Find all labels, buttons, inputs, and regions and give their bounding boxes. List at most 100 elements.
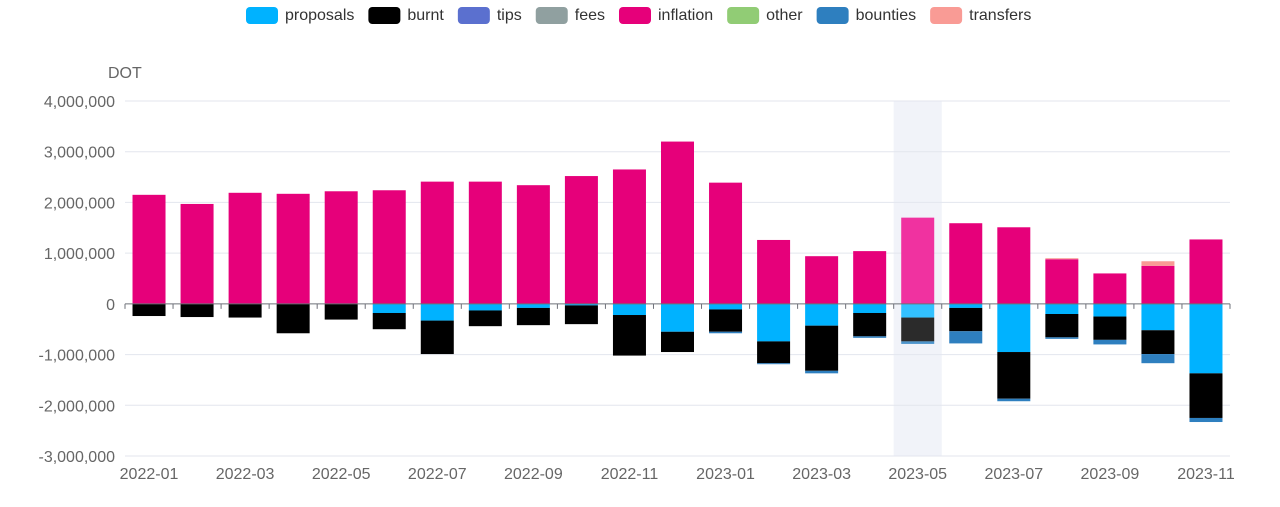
bar-inflation-2022-06[interactable] <box>372 190 406 304</box>
bar-proposals-2023-07[interactable] <box>997 303 1031 353</box>
bar-proposals-2023-11[interactable] <box>1189 303 1223 374</box>
bar-proposals-2022-12[interactable] <box>661 303 694 332</box>
bar-inflation-2023-08[interactable] <box>1045 259 1079 304</box>
bar-group-2022-11[interactable] <box>612 169 646 356</box>
bar-proposals-2023-09[interactable] <box>1093 303 1127 317</box>
bar-burnt-2022-04[interactable] <box>276 303 310 334</box>
bar-group-2023-05[interactable] <box>901 217 935 344</box>
bar-bounties-2023-01[interactable] <box>709 331 743 334</box>
bar-proposals-2022-08[interactable] <box>468 303 502 311</box>
bar-proposals-2022-06[interactable] <box>372 303 406 313</box>
bar-burnt-2023-04[interactable] <box>853 312 887 337</box>
bar-group-2022-12[interactable] <box>661 141 694 353</box>
bar-proposals-2022-10[interactable] <box>564 303 598 306</box>
bar-proposals-2023-10[interactable] <box>1141 303 1175 331</box>
bar-group-2022-08[interactable] <box>468 181 502 327</box>
bar-bounties-2023-08[interactable] <box>1045 337 1079 339</box>
bar-group-2023-06[interactable] <box>949 223 983 344</box>
legend-item-bounties[interactable]: bounties <box>816 7 917 24</box>
bar-group-2022-07[interactable] <box>420 181 454 355</box>
bar-inflation-2023-06[interactable] <box>949 223 983 304</box>
bar-bounties-2023-07[interactable] <box>997 398 1031 402</box>
bar-inflation-2023-07[interactable] <box>997 227 1031 304</box>
bar-group-2023-08[interactable] <box>1045 258 1079 339</box>
bar-inflation-2023-10[interactable] <box>1141 265 1175 304</box>
bar-proposals-2023-06[interactable] <box>949 303 983 308</box>
bar-proposals-2022-09[interactable] <box>516 303 550 308</box>
bar-burnt-2023-02[interactable] <box>757 341 791 364</box>
bar-burnt-2022-10[interactable] <box>564 305 598 325</box>
legend-item-fees[interactable]: fees <box>535 7 605 24</box>
bar-inflation-2022-07[interactable] <box>420 181 454 304</box>
bar-group-2022-01[interactable] <box>132 194 166 317</box>
bar-burnt-2022-11[interactable] <box>612 315 646 356</box>
bar-inflation-2022-05[interactable] <box>324 191 358 304</box>
bar-bounties-2023-03[interactable] <box>805 370 839 374</box>
bar-group-2022-02[interactable] <box>180 203 214 318</box>
legend-item-burnt[interactable]: burnt <box>368 7 444 24</box>
bar-proposals-2023-03[interactable] <box>805 303 839 326</box>
bar-inflation-2022-09[interactable] <box>516 185 550 304</box>
bar-proposals-2022-11[interactable] <box>612 303 646 316</box>
bar-group-2022-09[interactable] <box>516 185 550 326</box>
bar-inflation-2022-01[interactable] <box>132 194 166 304</box>
bar-burnt-2023-07[interactable] <box>997 352 1031 399</box>
bar-group-2023-09[interactable] <box>1093 273 1127 345</box>
bar-group-2023-04[interactable] <box>853 251 887 338</box>
bar-proposals-2023-05[interactable] <box>901 303 935 318</box>
bar-inflation-2022-02[interactable] <box>180 203 214 304</box>
bar-burnt-2023-03[interactable] <box>805 325 839 371</box>
bar-burnt-2023-08[interactable] <box>1045 314 1079 338</box>
bar-inflation-2022-04[interactable] <box>276 193 310 304</box>
bar-proposals-2023-01[interactable] <box>709 303 743 310</box>
bar-burnt-2023-11[interactable] <box>1189 373 1223 418</box>
bar-group-2023-03[interactable] <box>805 256 839 374</box>
bar-inflation-2022-03[interactable] <box>228 192 262 304</box>
bar-burnt-2022-02[interactable] <box>180 303 214 318</box>
bar-burnt-2023-05[interactable] <box>901 317 935 342</box>
bar-burnt-2022-09[interactable] <box>516 307 550 326</box>
bar-group-2022-04[interactable] <box>276 193 310 334</box>
bar-inflation-2023-09[interactable] <box>1093 273 1127 304</box>
legend-item-inflation[interactable]: inflation <box>619 7 713 24</box>
bar-proposals-2022-07[interactable] <box>420 303 454 321</box>
bar-burnt-2022-01[interactable] <box>132 303 166 317</box>
bar-group-2023-07[interactable] <box>997 227 1031 402</box>
bar-transfers-2023-08[interactable] <box>1045 258 1079 260</box>
bar-bounties-2023-05[interactable] <box>901 341 935 344</box>
bar-inflation-2023-04[interactable] <box>853 251 887 304</box>
bar-burnt-2022-12[interactable] <box>661 331 694 353</box>
bar-group-2022-05[interactable] <box>324 191 358 320</box>
legend-item-proposals[interactable]: proposals <box>246 7 354 24</box>
bar-group-2022-06[interactable] <box>372 190 406 330</box>
bar-bounties-2023-02[interactable] <box>757 363 791 365</box>
bar-inflation-2023-03[interactable] <box>805 256 839 304</box>
bar-burnt-2023-01[interactable] <box>709 309 743 332</box>
bar-bounties-2023-11[interactable] <box>1189 417 1223 423</box>
legend-item-transfers[interactable]: transfers <box>930 7 1031 24</box>
legend-item-tips[interactable]: tips <box>457 7 522 24</box>
bar-inflation-2022-11[interactable] <box>612 169 646 304</box>
bar-inflation-2023-01[interactable] <box>709 182 743 304</box>
bar-bounties-2023-06[interactable] <box>949 331 983 344</box>
bar-bounties-2023-09[interactable] <box>1093 339 1127 345</box>
bar-transfers-2023-10[interactable] <box>1141 261 1175 266</box>
legend-item-other[interactable]: other <box>727 7 803 24</box>
bar-inflation-2022-08[interactable] <box>468 181 502 304</box>
bar-burnt-2023-10[interactable] <box>1141 330 1175 355</box>
bar-burnt-2023-06[interactable] <box>949 307 983 332</box>
bar-proposals-2023-04[interactable] <box>853 303 887 313</box>
bar-proposals-2023-08[interactable] <box>1045 303 1079 314</box>
bar-group-2023-10[interactable] <box>1141 261 1175 364</box>
bar-bounties-2023-10[interactable] <box>1141 354 1175 364</box>
bar-group-2022-03[interactable] <box>228 192 262 318</box>
bar-group-2023-01[interactable] <box>709 182 743 334</box>
bar-burnt-2022-08[interactable] <box>468 310 502 327</box>
bar-group-2023-02[interactable] <box>757 239 791 365</box>
bar-group-2022-10[interactable] <box>564 176 598 325</box>
bar-inflation-2022-12[interactable] <box>661 141 694 304</box>
bar-burnt-2023-09[interactable] <box>1093 316 1127 340</box>
bar-burnt-2022-03[interactable] <box>228 303 262 318</box>
bar-group-2023-11[interactable] <box>1189 239 1223 423</box>
bars[interactable] <box>132 141 1223 423</box>
